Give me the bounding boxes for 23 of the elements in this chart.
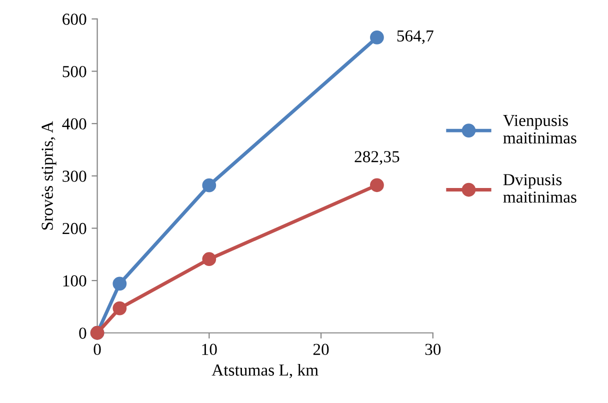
point	[112, 301, 127, 316]
y-tick-label: 600	[62, 14, 86, 25]
data-label: 564,7	[397, 30, 434, 44]
y-axis-title: Srovės stipris, A	[42, 121, 56, 230]
point	[370, 178, 384, 192]
x-tick-label: 10	[202, 344, 217, 356]
legend-label: Vienpusis maitinimas	[503, 114, 576, 144]
point	[202, 252, 216, 266]
y-tick-label: 400	[62, 118, 86, 130]
x-tick-label: 30	[425, 344, 441, 356]
x-tick-label: 20	[313, 344, 329, 356]
x-axis-title: Atstumas L, km	[212, 364, 318, 378]
point	[112, 276, 127, 291]
point	[202, 178, 216, 192]
y-tick-label: 300	[62, 170, 86, 182]
data-label: 282,35	[354, 151, 400, 165]
y-tick-label: 0	[79, 328, 86, 339]
y-tick-label: 500	[62, 66, 86, 78]
y-tick-label: 100	[63, 275, 86, 286]
x-tick-label: 0	[94, 344, 101, 356]
y-tick-label: 200	[62, 222, 86, 234]
legend-label: Dvipusis maitinimas	[503, 174, 576, 203]
point	[370, 30, 384, 44]
